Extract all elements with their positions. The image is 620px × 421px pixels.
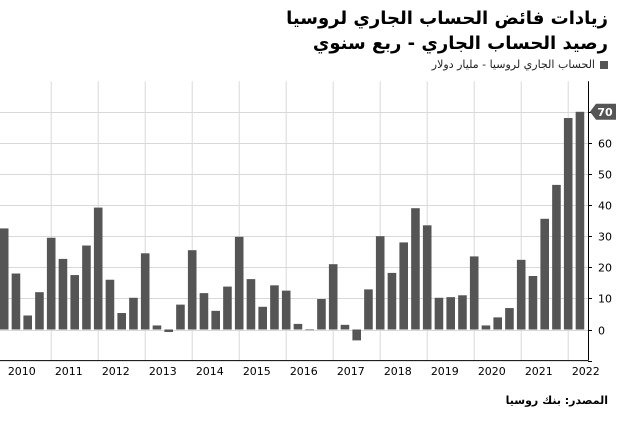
y-tick-label: 30: [598, 231, 612, 244]
bar: [317, 299, 326, 330]
bar: [211, 310, 220, 330]
chart-title: زيادات فائض الحساب الجاري لروسيا: [286, 8, 608, 29]
bar: [340, 324, 350, 330]
bar: [199, 293, 209, 330]
bar: [70, 275, 79, 330]
x-tick-label: 2011: [55, 365, 83, 378]
bar: [187, 250, 197, 330]
bar: [35, 292, 44, 330]
bar: [93, 207, 103, 330]
bar: [352, 329, 361, 341]
bar: [58, 258, 68, 330]
bar: [387, 272, 397, 330]
x-tick-label: 2017: [337, 365, 365, 378]
x-tick-label: 2015: [243, 365, 271, 378]
bar: [505, 308, 514, 330]
x-tick-label: 2021: [525, 365, 553, 378]
bar: [328, 264, 338, 330]
bar: [364, 289, 373, 330]
bar: [176, 304, 185, 330]
bar: [399, 242, 408, 330]
y-tick-label: 10: [598, 293, 612, 306]
x-tick-label: 2010: [8, 365, 36, 378]
bar: [258, 306, 267, 330]
bar: [458, 295, 467, 330]
bar: [481, 325, 491, 330]
bar: [11, 273, 21, 330]
x-tick-label: 2014: [196, 365, 224, 378]
bar: [305, 329, 314, 331]
bar: [293, 323, 303, 330]
y-tick-label: 40: [598, 200, 612, 213]
bar: [516, 259, 526, 330]
bar: [46, 237, 56, 330]
source-note: المصدر: بنك روسيا: [505, 394, 608, 407]
chart-titles: زيادات فائض الحساب الجاري لروسيا رصيد ال…: [286, 6, 608, 56]
legend-label: الحساب الجاري لروسيا - مليار دولار: [431, 58, 595, 71]
bar: [234, 236, 244, 330]
bar: [375, 236, 385, 330]
last-value-label: 70: [597, 106, 613, 119]
bar: [164, 329, 173, 332]
bar: [434, 297, 444, 330]
bar: [446, 297, 455, 330]
y-tick-label: 60: [598, 138, 612, 151]
bar: [575, 111, 585, 330]
bar: [117, 313, 126, 330]
bar: [528, 276, 538, 330]
bar: [105, 279, 115, 330]
bar: [270, 285, 279, 330]
bar: [281, 290, 291, 330]
x-tick-label: 2016: [290, 365, 318, 378]
bar: [540, 218, 549, 330]
bar: [152, 325, 162, 330]
x-tick-label: 2019: [431, 365, 459, 378]
y-tick-label: 20: [598, 262, 612, 275]
x-tick-label: 2022: [572, 365, 600, 378]
bar: [0, 228, 9, 330]
legend-swatch: [600, 60, 608, 69]
bar: [129, 297, 138, 330]
bar: [411, 208, 420, 330]
bar: [552, 184, 561, 330]
x-tick-label: 2018: [384, 365, 412, 378]
last-value-badge: [590, 103, 616, 120]
x-tick-label: 2020: [478, 365, 506, 378]
y-tick-label: 50: [598, 169, 612, 182]
bar: [140, 253, 150, 330]
x-tick-label: 2013: [149, 365, 177, 378]
bar: [23, 315, 32, 330]
bar: [563, 118, 573, 330]
x-tick-label: 2012: [102, 365, 130, 378]
bar: [422, 225, 432, 330]
legend: الحساب الجاري لروسيا - مليار دولار: [432, 58, 608, 71]
bar: [246, 279, 256, 330]
bar: [223, 286, 232, 330]
chart-subtitle: رصيد الحساب الجاري - ربع سنوي: [312, 33, 608, 54]
bar: [493, 317, 502, 330]
bar: [469, 256, 479, 330]
bar: [82, 245, 91, 330]
y-tick-label: 0: [598, 325, 605, 338]
